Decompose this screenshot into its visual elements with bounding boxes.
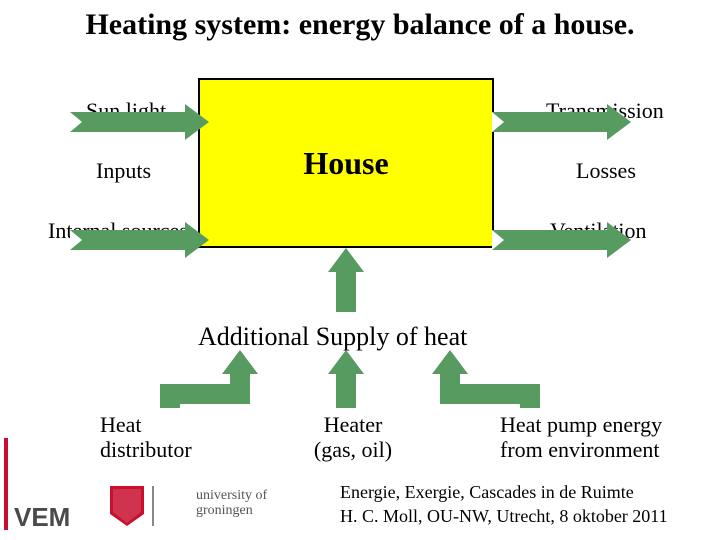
slide-title: Heating system: energy balance of a hous… — [0, 8, 720, 42]
vem-logo-text: VEM — [14, 502, 70, 533]
arrow-internal-sources — [70, 222, 209, 258]
arrow-supply-to-house — [328, 248, 364, 312]
text: Heat — [100, 412, 142, 437]
divider-icon — [152, 486, 154, 526]
label-heater: Heater (gas, oil) — [298, 412, 408, 463]
text: Heater — [324, 412, 383, 437]
university-crest-icon — [110, 486, 144, 526]
vem-bar-icon — [4, 438, 8, 530]
label-heat-pump: Heat pump energy from environment — [500, 412, 662, 463]
label-inputs-group: Inputs — [96, 158, 151, 184]
text: groningen — [196, 503, 253, 518]
footer-line-2: H. C. Moll, OU-NW, Utrecht, 8 oktober 20… — [340, 506, 668, 527]
label-losses-group: Losses — [576, 158, 636, 184]
caption-supply: Additional Supply of heat — [198, 322, 467, 352]
text: distributor — [100, 437, 192, 462]
text: from environment — [500, 437, 659, 462]
text: university of — [196, 488, 267, 503]
arrow-transmission — [492, 104, 631, 140]
university-name: university of groningen — [196, 488, 267, 519]
house-box: House — [198, 78, 494, 248]
text: (gas, oil) — [314, 437, 392, 462]
house-label: House — [303, 145, 388, 182]
arrow-heater — [328, 350, 364, 408]
text: Heat pump energy — [500, 412, 662, 437]
arrow-ventilation — [492, 222, 631, 258]
label-heat-distributor: Heat distributor — [100, 412, 192, 463]
footer-line-1: Energie, Exergie, Cascades in de Ruimte — [340, 482, 634, 503]
arrow-sunlight — [70, 104, 209, 140]
